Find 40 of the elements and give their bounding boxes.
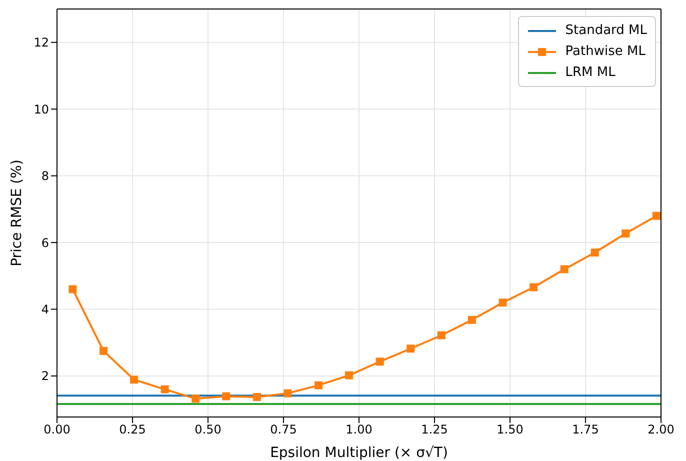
- point: [314, 381, 323, 390]
- point: [130, 376, 138, 384]
- point: [530, 283, 538, 292]
- point: [560, 265, 568, 274]
- x-tick-label: 0.25: [119, 422, 146, 437]
- x-tick-label: 0.75: [270, 422, 297, 437]
- point: [284, 389, 292, 398]
- y-tick-label: 12: [34, 36, 49, 50]
- y-axis-title: Price RMSE (%): [8, 160, 25, 266]
- x-tick-label: 1.75: [572, 422, 599, 437]
- y-tick-label: 10: [34, 102, 49, 116]
- point: [590, 248, 599, 257]
- point: [468, 316, 476, 324]
- x-tick-label: 1.50: [496, 422, 524, 437]
- x-tick-label: 0.50: [194, 422, 222, 437]
- x-axis-title: Epsilon Multiplier (× σ√T): [270, 445, 448, 461]
- point: [160, 385, 169, 394]
- point: [222, 392, 230, 400]
- x-tick-label: 1.00: [346, 422, 372, 437]
- point: [437, 331, 446, 340]
- point: [100, 346, 108, 355]
- point: [345, 371, 354, 380]
- point: [406, 344, 415, 353]
- point: [498, 298, 507, 307]
- legend-label: Standard ML: [565, 22, 647, 40]
- legend-label: LRM ML: [565, 64, 616, 82]
- x-tick-label: 2.00: [648, 422, 674, 437]
- y-tick-label: 4: [41, 302, 49, 317]
- y-tick-label: 2: [41, 369, 49, 384]
- x-tick-label: 1.25: [421, 422, 448, 437]
- point: [252, 392, 261, 401]
- point: [652, 212, 660, 220]
- x-tick-label: 0.00: [44, 422, 70, 437]
- point: [376, 358, 384, 366]
- y-tick-label: 6: [41, 236, 49, 250]
- legend-label: Pathwise ML: [565, 43, 646, 61]
- y-tick-label: 8: [41, 169, 49, 184]
- point: [622, 230, 630, 238]
- point: [192, 394, 200, 403]
- point: [68, 285, 77, 294]
